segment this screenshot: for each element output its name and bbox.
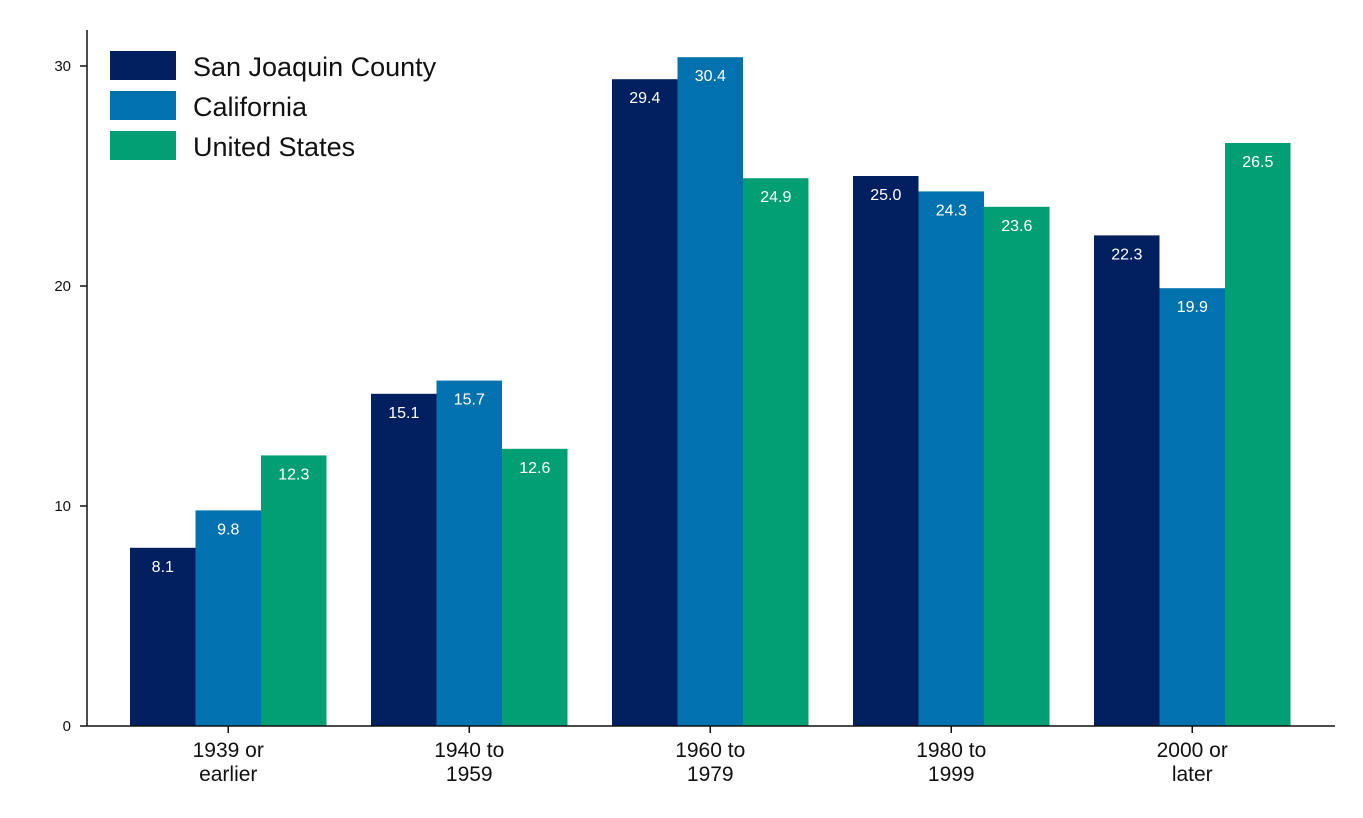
bar-value-label: 23.6 [1001,218,1032,235]
bar-2-4 [918,191,984,726]
bar-value-label: 25.0 [870,187,901,204]
x-category-label: 2000 or later [1157,739,1228,786]
x-category-label: 1939 or earlier [193,739,264,786]
bar-value-label: 15.7 [454,392,485,409]
x-category-label: 1980 to 1999 [916,739,986,786]
bar-1-1 [130,547,196,726]
x-category-label: 1960 to 1979 [675,739,745,786]
bar-value-label: 29.4 [629,90,660,107]
legend-label: California [193,92,308,122]
bars-layer [130,57,1291,727]
legend-swatch [110,131,176,160]
bar-value-label: 22.3 [1111,246,1142,263]
bar-value-label: 24.3 [936,202,967,219]
legend-swatch [110,91,176,120]
bar-3-5 [1225,143,1291,726]
bar-value-label: 12.6 [519,460,550,477]
legend: San Joaquin County California United State… [110,51,437,162]
bar-1-2 [371,393,437,726]
bar-labels-layer: 8.1 15.1 29.4 25.0 22.3 9.8 15.7 30.4 24.3 19.9 12… [152,68,1274,576]
bar-value-label: 24.9 [760,189,791,206]
y-tick-label: 20 [54,278,71,295]
bar-3-3 [743,178,809,726]
bar-3-2 [502,448,568,726]
y-tick-label: 30 [54,58,71,75]
bar-2-2 [436,380,502,726]
legend-label: United States [193,132,355,162]
bar-3-4 [984,206,1050,727]
bar-value-label: 26.5 [1242,154,1273,171]
bar-2-5 [1159,288,1225,726]
bar-value-label: 8.1 [152,559,174,576]
legend-label: San Joaquin County [193,52,437,82]
bar-1-4 [853,176,919,726]
bar-2-1 [195,510,261,726]
x-category-label: 1940 to 1959 [434,739,504,786]
axes-layer: 0 10 20 30 1939 or earlier 1940 to 1959 1960 to 1… [54,30,1335,786]
legend-swatch [110,51,176,80]
bar-3-1 [261,455,327,726]
bar-1-3 [612,79,678,726]
bar-value-label: 30.4 [695,68,726,85]
bar-2-3 [677,57,743,726]
bar-value-label: 15.1 [388,405,419,422]
bar-value-label: 12.3 [278,466,309,483]
bar-1-5 [1094,235,1160,726]
bar-value-label: 19.9 [1177,299,1208,316]
y-tick-label: 0 [63,718,71,735]
bar-value-label: 9.8 [217,521,239,538]
y-tick-label: 10 [54,498,71,515]
